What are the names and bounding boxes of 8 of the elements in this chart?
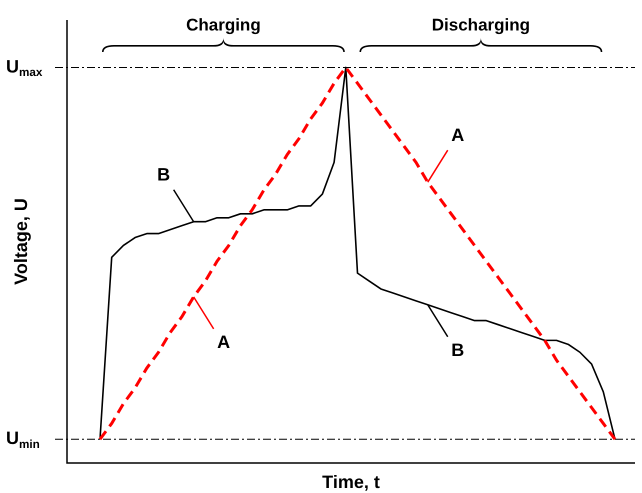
legend-label: A [217,332,230,352]
text: A [451,125,464,146]
legend-label: B [451,340,464,360]
x-axis-title: Time, t [322,472,380,492]
y-axis-title: Voltage, U [10,198,31,285]
text: Charging [186,16,261,35]
text: B [157,164,170,185]
text: Discharging [432,16,530,35]
